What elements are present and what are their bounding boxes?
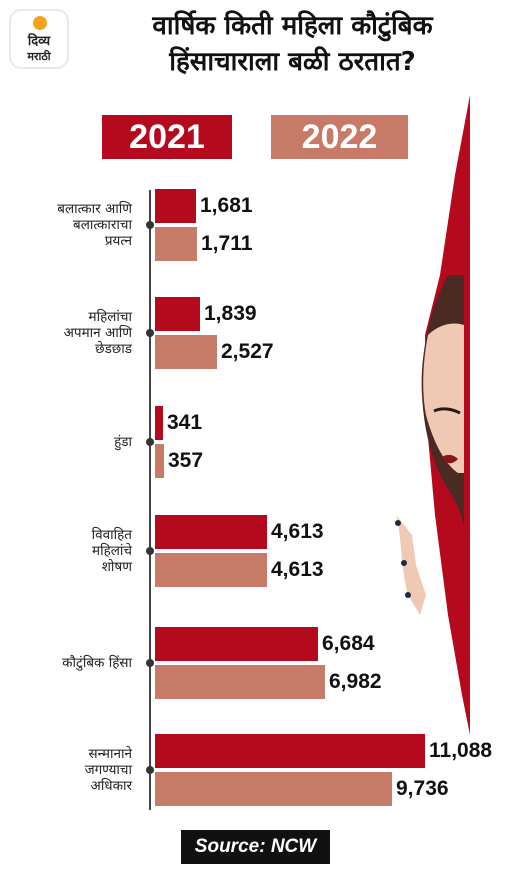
- divya-marathi-logo: दिव्य मराठी: [9, 9, 69, 69]
- value-label-2022: 6,982: [329, 670, 382, 693]
- category-label: महिलांचा अपमान आणि छेडछाड: [63, 309, 132, 357]
- bar-2022: [155, 772, 392, 806]
- bar-2021: [155, 515, 267, 549]
- value-label-2022: 1,711: [201, 232, 253, 255]
- chart-title-line-2: हिंसाचाराला बळी ठरतात?: [169, 47, 416, 77]
- value-label-2021: 6,684: [322, 632, 375, 655]
- axis-tick-dot: [146, 659, 154, 667]
- value-label-2022: 2,527: [221, 340, 274, 363]
- bar-2022: [155, 335, 217, 369]
- bar-2022: [155, 444, 164, 478]
- axis-tick-dot: [146, 547, 154, 555]
- bar-2021: [155, 297, 200, 331]
- category-label: बलात्कार आणि बलात्काराचा प्रयत्न: [57, 201, 132, 249]
- value-label-2021: 341: [167, 411, 203, 434]
- value-label-2022: 4,613: [271, 558, 324, 581]
- category-label: विवाहित महिलांचे शोषण: [91, 527, 132, 575]
- bar-2022: [155, 553, 267, 587]
- value-label-2021: 1,681: [200, 194, 253, 217]
- value-label-2022: 9,736: [396, 777, 449, 800]
- axis-tick-dot: [146, 329, 154, 337]
- woman-illustration: [395, 95, 512, 735]
- legend-2022: 2022: [271, 115, 408, 159]
- value-label-2021: 4,613: [271, 520, 324, 543]
- logo-text-divya: दिव्य: [27, 34, 51, 49]
- sun-icon: [33, 16, 47, 30]
- axis-tick-dot: [146, 766, 154, 774]
- value-label-2022: 357: [168, 449, 204, 472]
- axis-tick-dot: [146, 221, 154, 229]
- bar-2021: [155, 627, 318, 661]
- category-axis: [149, 190, 151, 810]
- logo-text-marathi: मराठी: [27, 50, 51, 63]
- bar-2022: [155, 665, 325, 699]
- value-label-2021: 1,839: [204, 302, 257, 325]
- chart-title-line-1: वार्षिक किती महिला कौटुंबिक: [152, 11, 433, 41]
- bar-2021: [155, 189, 196, 223]
- category-label: हुंडा: [114, 434, 132, 450]
- category-label: कौटुंबिक हिंसा: [62, 655, 132, 671]
- bar-2021: [155, 406, 163, 440]
- value-label-2021: 11,088: [429, 739, 493, 762]
- bar-2022: [155, 227, 197, 261]
- legend-2021: 2021: [102, 115, 232, 159]
- category-label: सन्मानाने जगण्याचा अधिकार: [84, 746, 132, 794]
- source-note: Source: NCW: [181, 830, 330, 864]
- axis-tick-dot: [146, 438, 154, 446]
- bar-2021: [155, 734, 425, 768]
